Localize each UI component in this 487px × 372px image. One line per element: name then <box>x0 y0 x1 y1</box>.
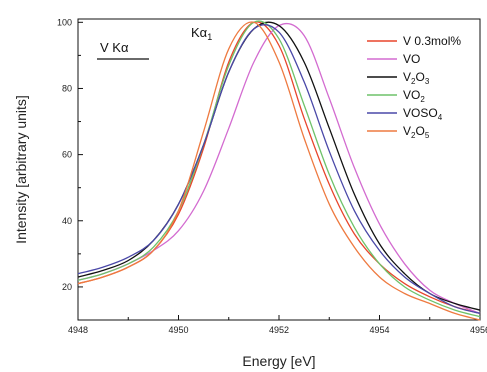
legend-label-text: V <box>403 124 411 138</box>
legend-label: V 0.3mol% <box>403 34 461 48</box>
legend-label-text: VO <box>403 52 420 66</box>
y-tick-label: 100 <box>57 17 72 27</box>
legend-label-sub: 3 <box>425 77 430 86</box>
legend-label: VO2 <box>403 88 425 104</box>
legend-label-text: VOSO <box>403 106 438 120</box>
legend-label-sub: 2 <box>411 77 416 86</box>
series-line-vo <box>77 22 481 315</box>
series-layer <box>77 20 481 321</box>
line-label-main: Kα <box>191 25 208 40</box>
x-tick-label: 4956 <box>470 325 487 335</box>
y-tick-label: 40 <box>62 216 72 226</box>
y-tick-label: 80 <box>62 83 72 93</box>
x-tick-label: 4950 <box>168 325 188 335</box>
y-axis: 20 40 60 80 100 <box>57 17 83 292</box>
x-axis-label: Energy [eV] <box>242 353 315 369</box>
series-line-v2o5 <box>77 21 481 321</box>
line-label-sub: 1 <box>207 32 212 42</box>
legend-label: VO <box>403 52 420 66</box>
legend-label-suffix: O <box>415 124 424 138</box>
legend-label: V2O5 <box>403 124 430 140</box>
legend-label-sub: 4 <box>438 113 443 122</box>
legend-label-text: V <box>403 70 411 84</box>
y-tick-label: 60 <box>62 150 72 160</box>
x-tick-label: 4954 <box>369 325 389 335</box>
legend-label: V2O3 <box>403 70 430 86</box>
series-line-vo2 <box>77 20 481 318</box>
legend-label-text: V 0.3mol% <box>403 34 461 48</box>
legend-label-sub: 2 <box>411 131 416 140</box>
x-tick-label: 4948 <box>68 325 88 335</box>
element-label: V Kα <box>100 40 129 55</box>
line-label: Kα1 <box>191 25 212 42</box>
legend-label-sub: 2 <box>420 95 425 104</box>
legend-label: VOSO4 <box>403 106 443 122</box>
legend-label-suffix: O <box>415 70 424 84</box>
y-axis-label: Intensity [arbitrary units] <box>13 95 29 244</box>
legend-label-sub: 5 <box>425 131 430 140</box>
y-tick-label: 20 <box>62 282 72 292</box>
x-tick-label: 4952 <box>269 325 289 335</box>
legend-label-text: VO <box>403 88 420 102</box>
series-line-voso4 <box>77 24 481 315</box>
x-axis: 4948 4950 4952 4954 4956 <box>68 315 487 335</box>
